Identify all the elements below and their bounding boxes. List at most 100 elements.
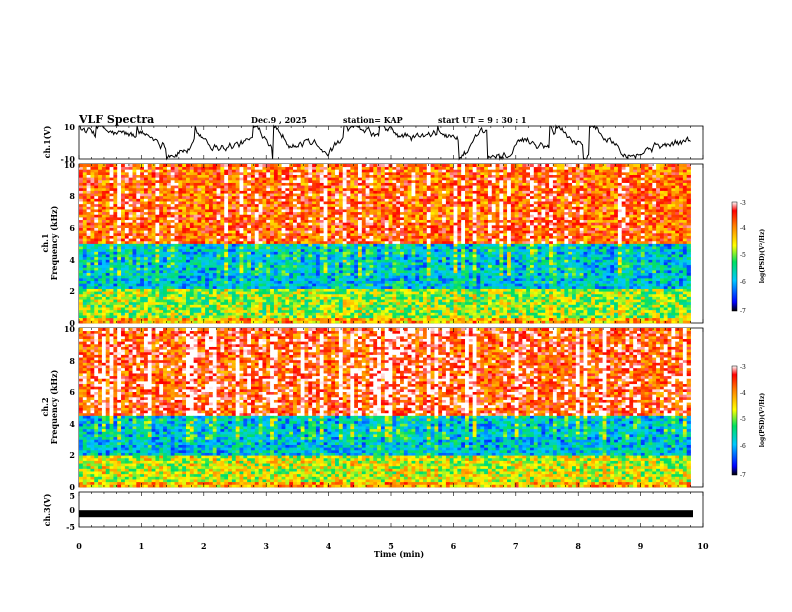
ch1-spectrogram-cell [305,206,309,209]
ch1-spectrogram-cell [343,320,347,323]
ch1-spectrogram-cell [98,310,102,313]
ch1-spectrogram-cell [335,320,339,323]
ch1-spectrogram-cell [343,241,347,244]
ch1-spectrogram-cell [186,267,190,270]
ch1-spectrogram-cell [259,214,263,217]
ch1-spectrogram-cell [102,175,106,178]
ch1-spectrogram-cell [373,204,377,207]
ch1-spectrogram-cell [240,304,244,307]
ch1-spectrogram-cell [220,281,224,284]
ch1-spectrogram-cell [87,262,91,265]
ch1-spectrogram-cell [347,291,351,294]
ch1-spectrogram-cell [79,177,83,180]
ch1-spectrogram-cell [362,246,366,249]
ch1-spectrogram-cell [354,283,358,286]
ch1-spectrogram-cell [301,169,305,172]
ch1-spectrogram-cell [289,283,293,286]
ch1-spectrogram-cell [297,304,301,307]
ch1-spectrogram-cell [98,315,102,318]
ch1-spectrogram-cell [324,164,328,167]
ch1-spectrogram-cell [240,217,244,220]
ch1-spectrogram-cell [83,241,87,244]
ch1-spectrogram-cell [347,270,351,273]
ch1-spectrogram-cell [232,294,236,297]
ch1-spectrogram-cell [152,206,156,209]
ch1-spectrogram-cell [335,220,339,223]
ch1-spectrogram-cell [358,169,362,172]
ch1-spectrogram-cell [381,244,385,247]
ch1-spectrogram-cell [163,249,167,252]
ch1-spectrogram-cell [133,196,137,199]
ch1-spectrogram-cell [343,167,347,170]
ch1-spectrogram-cell [324,241,328,244]
ch1-spectrogram-cell [308,191,312,194]
ch1-spectrogram-cell [148,206,152,209]
ch1-spectrogram-cell [197,180,201,183]
ch1-spectrogram-cell [236,175,240,178]
ch1-spectrogram-cell [144,217,148,220]
ch1-spectrogram-cell [117,222,121,225]
ch1-spectrogram-cell [301,265,305,268]
ch1-spectrogram-cell [362,164,366,167]
ch1-spectrogram-cell [255,204,259,207]
ch1-spectrogram-cell [350,188,354,191]
ch1-spectrogram-cell [159,191,163,194]
ch1-spectrogram-cell [270,302,274,305]
ch1-spectrogram-cell [255,222,259,225]
ch1-spectrogram-cell [354,169,358,172]
ch1-spectrogram-cell [312,230,316,233]
ch1-spectrogram-cell [220,267,224,270]
ch1-spectrogram-cell [220,318,224,321]
ch1-spectrogram-cell [163,275,167,278]
ch1-spectrogram-cell [335,193,339,196]
ch1-spectrogram-cell [320,254,324,257]
ch1-spectrogram-cell [362,318,366,321]
ch1-spectrogram-cell [255,183,259,186]
ch1-spectrogram-cell [369,312,373,315]
ch1-spectrogram-cell [133,217,137,220]
ch1-spectrogram-cell [83,270,87,273]
ch1-spectrogram-cell [152,273,156,276]
ch1-spectrogram-cell [232,217,236,220]
ch1-spectrogram-cell [350,299,354,302]
ch1-spectrogram-cell [385,217,389,220]
ch1-spectrogram-cell [347,294,351,297]
ch1-spectrogram-cell [190,241,194,244]
ch1-spectrogram-cell [182,204,186,207]
ch1-spectrogram-cell [362,281,366,284]
ch1-spectrogram-cell [228,262,232,265]
ch1-spectrogram-cell [266,196,270,199]
ch1-spectrogram-cell [369,225,373,228]
ch1-spectrogram-cell [87,315,91,318]
ch1-spectrogram-cell [87,175,91,178]
ch1-spectrogram-cell [335,169,339,172]
ch1-spectrogram-cell [327,241,331,244]
ch1-spectrogram-cell [381,217,385,220]
ch1-spectrogram-cell [247,212,251,215]
ch1-spectrogram-cell [278,278,282,281]
ch1-spectrogram-cell [155,312,159,315]
ch1-spectrogram-cell [113,167,117,170]
ch1-spectrogram-cell [358,315,362,318]
ch1-spectrogram-cell [167,275,171,278]
ch1-spectrogram-cell [247,180,251,183]
ch1-spectrogram-cell [324,315,328,318]
ch1-spectrogram-cell [136,167,140,170]
ch1-spectrogram-cell [94,196,98,199]
ch1-spectrogram-cell [362,304,366,307]
ch1-spectrogram-cell [217,180,221,183]
ch1-spectrogram-cell [102,244,106,247]
ch1-spectrogram-cell [106,201,110,204]
ch1-spectrogram-cell [201,259,205,262]
ch1-spectrogram-cell [117,191,121,194]
ch1-spectrogram-cell [366,262,370,265]
ch1-spectrogram-cell [350,262,354,265]
ch1-spectrogram-cell [144,212,148,215]
ch1-spectrogram-cell [94,212,98,215]
ch1-spectrogram-cell [217,307,221,310]
ch1-spectrogram-cell [220,302,224,305]
ch1-spectrogram-cell [377,315,381,318]
ch1-spectrogram-cell [392,222,396,225]
ch1-spectrogram-cell [389,294,393,297]
ch1-spectrogram-cell [136,198,140,201]
